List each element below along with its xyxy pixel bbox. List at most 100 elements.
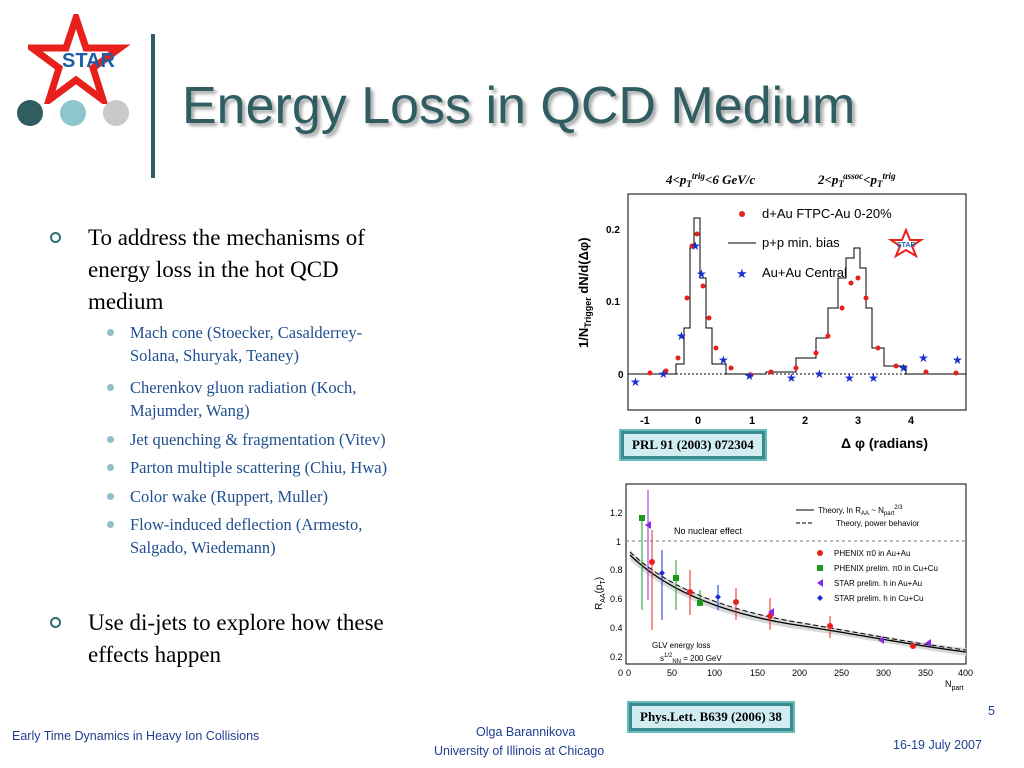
y-tick-label: 1	[616, 537, 621, 547]
legend-theory1: Theory, ln RAA ~ Npart2/3	[818, 505, 903, 517]
auau-series: ★ ★ ★ ★ ★ ★ ★ ★ ★ ★ ★ ★ ★ ★	[630, 239, 963, 389]
assoc-cut-label: 2<pTassoc<pTtrig	[817, 171, 896, 189]
svg-text:★: ★	[952, 353, 963, 367]
svg-text:★: ★	[814, 367, 825, 381]
legend-phenix-cucu: PHENIX prelim. π0 in Cu+Cu	[834, 564, 938, 573]
bullet-line: Color wake (Ruppert, Muller)	[130, 487, 328, 506]
sub-bullet-dot-icon	[107, 464, 114, 471]
trigger-cut-label: 4<pTtrig<6 GeV/c	[665, 171, 756, 189]
star-small-logo-text: STAR	[897, 242, 916, 249]
sub-bullet-dot-icon	[107, 384, 114, 391]
bullet-line: Majumder, Wang)	[130, 401, 250, 420]
bullet-ring-icon	[50, 617, 61, 628]
legend-dau: d+Au FTPC-Au 0-20%	[762, 206, 892, 221]
sub-bullet-parton-scattering: Parton multiple scattering (Chiu, Hwa)	[107, 456, 450, 479]
citation-prl: PRL 91 (2003) 072304	[619, 429, 767, 461]
legend-star-cucu-marker	[817, 595, 823, 601]
bullet-line: Cherenkov gluon radiation (Koch,	[130, 378, 357, 397]
y-axis-label: RAA(pT)	[594, 577, 607, 610]
svg-text:★: ★	[630, 375, 641, 389]
legend-auau: Au+Au Central	[762, 265, 847, 280]
bullet-line: medium	[88, 289, 164, 314]
title-divider	[151, 34, 155, 178]
svg-text:★: ★	[898, 361, 909, 375]
x-tick-label: 300	[876, 668, 891, 678]
star-logo-icon	[28, 14, 131, 104]
legend-auau-marker: ★	[736, 266, 748, 281]
footer-date: 16-19 July 2007	[893, 738, 982, 752]
data-points	[639, 490, 931, 649]
x-tick-label: 200	[792, 668, 807, 678]
dau-series	[647, 231, 959, 378]
bullet-line: Flow-induced deflection (Armesto,	[130, 515, 363, 534]
figure-dphi-correlation: 4<pTtrig<6 GeV/c 2<pTassoc<pTtrig 1/NTri…	[576, 171, 967, 451]
y-tick-label: 1.2	[610, 508, 623, 518]
citation-text: PRL 91 (2003) 072304	[624, 434, 762, 456]
glv-label: GLV energy loss	[652, 641, 711, 650]
bullet-line: Mach cone (Stoecker, Casalderrey-	[130, 323, 363, 342]
x-tick-label: 50	[667, 668, 677, 678]
sub-bullet-jet-quenching: Jet quenching & fragmentation (Vitev)	[107, 428, 450, 451]
y-tick-label: 0.4	[610, 623, 623, 633]
y-tick-label: 0.2	[610, 652, 623, 662]
decor-dot-1	[17, 100, 43, 126]
x-tick-label: 4	[908, 415, 915, 427]
bullet-line: energy loss in the hot QCD	[88, 257, 339, 282]
citation-text: Phys.Lett. B639 (2006) 38	[632, 706, 790, 728]
x-axis-label: Δ φ (radians)	[841, 435, 928, 451]
y-tick-label: 0	[618, 668, 623, 678]
x-tick-label: 1	[749, 415, 755, 427]
legend-dau-marker	[739, 211, 745, 217]
page-number: 5	[988, 704, 995, 718]
legend-star-cucu: STAR prelim. h in Cu+Cu	[834, 594, 923, 603]
plot-frame	[625, 483, 967, 665]
footer-conference: Early Time Dynamics in Heavy Ion Collisi…	[12, 729, 260, 743]
bullet-line: Salgado, Wiedemann)	[130, 538, 276, 557]
x-tick-label: 100	[707, 668, 722, 678]
sub-bullet-dot-icon	[107, 436, 114, 443]
x-tick-label: 350	[918, 668, 933, 678]
bullet-line: Jet quenching & fragmentation (Vitev)	[130, 430, 386, 449]
figure-raa-npart: No nuclear effect Theory, ln RAA ~ Npart…	[594, 483, 973, 692]
decor-dot-2	[60, 100, 86, 126]
bullet-main-1: To address the mechanisms of energy loss…	[50, 222, 458, 318]
theory-curve-2	[629, 551, 967, 651]
decor-dot-3	[103, 100, 129, 126]
bullet-line: Use di-jets to explore how these	[88, 610, 384, 635]
x-tick-label: 3	[855, 415, 861, 427]
footer-affiliation: University of Illinois at Chicago	[434, 744, 605, 758]
bullet-line: effects happen	[88, 642, 222, 667]
bullet-ring-icon	[50, 232, 61, 243]
slide-title: Energy Loss in QCD Medium	[182, 77, 856, 135]
star-logo-text: STAR	[62, 50, 115, 72]
x-axis-label: Npart	[945, 679, 964, 692]
bullet-line: Solana, Shuryak, Teaney)	[130, 346, 299, 365]
sub-bullet-cherenkov: Cherenkov gluon radiation (Koch, Majumde…	[107, 376, 450, 422]
sub-bullet-flow-deflection: Flow-induced deflection (Armesto, Salgad…	[107, 513, 450, 559]
svg-text:★: ★	[786, 371, 797, 385]
x-tick-label: 250	[834, 668, 849, 678]
y-tick-label: 0.6	[610, 594, 623, 604]
y-axis-label: 1/NTrigger dN/d(Δφ)	[576, 237, 593, 348]
plot-frame	[627, 193, 967, 411]
svg-text:★: ★	[696, 267, 707, 281]
svg-text:★: ★	[690, 239, 701, 253]
x-tick-label: 0	[695, 415, 701, 427]
legend-pp: p+p min. bias	[762, 235, 840, 250]
bullet-main-2: Use di-jets to explore how these effects…	[50, 607, 458, 671]
x-tick-label: 150	[750, 668, 765, 678]
star-small-logo-icon	[887, 227, 925, 259]
legend-phenix-cucu-marker	[817, 565, 823, 571]
sub-bullet-dot-icon	[107, 521, 114, 528]
svg-text:★: ★	[676, 329, 687, 343]
svg-text:★: ★	[918, 351, 929, 365]
sub-bullet-color-wake: Color wake (Ruppert, Muller)	[107, 485, 450, 508]
svg-text:★: ★	[744, 369, 755, 383]
svg-text:★: ★	[868, 371, 879, 385]
footer-author: Olga Barannikova	[476, 725, 576, 739]
x-tick-label: 0	[626, 668, 631, 678]
sub-bullet-dot-icon	[107, 329, 114, 336]
y-tick-label: 0.8	[610, 565, 623, 575]
legend-phenix-auau-marker	[817, 550, 823, 556]
energy-label: s1/2NN = 200 GeV	[660, 653, 722, 665]
